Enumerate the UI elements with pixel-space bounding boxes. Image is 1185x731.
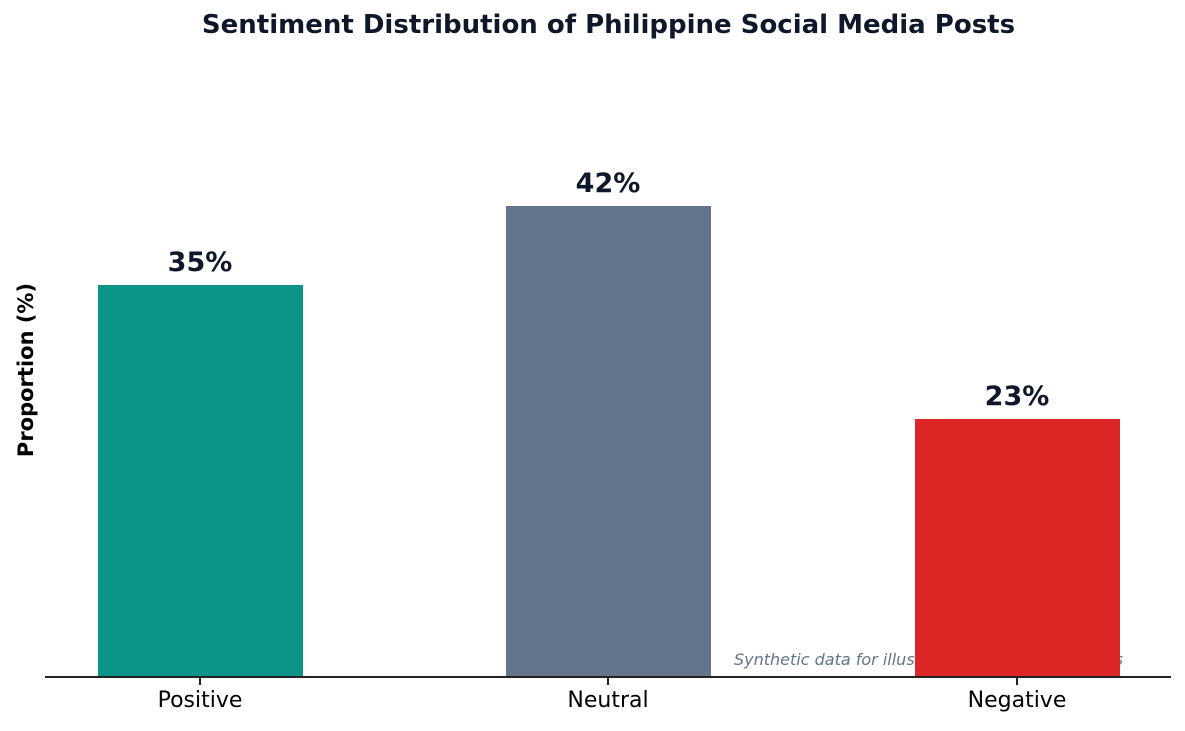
x-axis-line — [45, 676, 1171, 678]
bar-negative — [914, 419, 1120, 677]
x-tick-label-positive: Positive — [157, 688, 243, 713]
x-tick-label-negative: Negative — [967, 688, 1067, 713]
bar-neutral — [505, 206, 711, 677]
value-label-positive: 35% — [167, 246, 233, 278]
x-tick — [607, 678, 609, 685]
x-tick — [1016, 678, 1018, 685]
x-tick — [199, 678, 201, 685]
value-label-negative: 23% — [984, 381, 1050, 413]
y-axis-label: Proportion (%) — [14, 282, 38, 458]
chart-title: Sentiment Distribution of Philippine Soc… — [201, 10, 1016, 40]
value-label-neutral: 42% — [575, 168, 641, 199]
bar-positive — [97, 284, 303, 677]
x-tick-label-neutral: Neutral — [567, 688, 649, 713]
